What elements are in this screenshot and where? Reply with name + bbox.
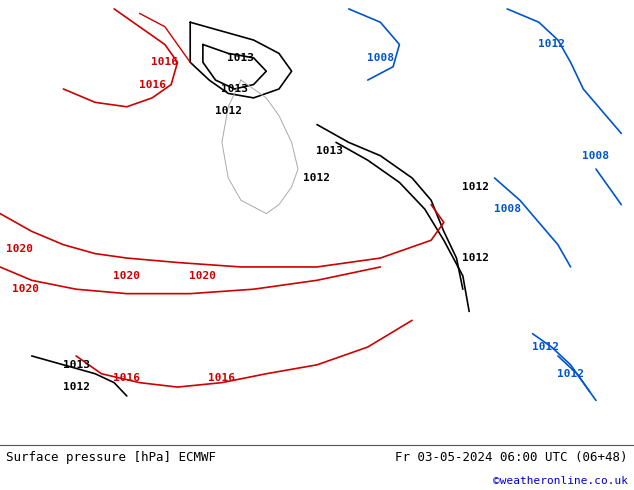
Text: 1016: 1016 bbox=[209, 373, 235, 383]
Text: 1012: 1012 bbox=[538, 40, 565, 49]
Text: 1012: 1012 bbox=[557, 369, 584, 379]
Text: 1012: 1012 bbox=[304, 173, 330, 183]
Text: 1020: 1020 bbox=[190, 271, 216, 281]
Text: ©weatheronline.co.uk: ©weatheronline.co.uk bbox=[493, 476, 628, 486]
Text: 1012: 1012 bbox=[462, 182, 489, 192]
Text: 1008: 1008 bbox=[367, 53, 394, 63]
Text: 1012: 1012 bbox=[462, 253, 489, 263]
Text: 1008: 1008 bbox=[583, 151, 609, 161]
Text: 1020: 1020 bbox=[6, 244, 32, 254]
Text: 1020: 1020 bbox=[12, 284, 39, 294]
Text: 1008: 1008 bbox=[494, 204, 521, 214]
Text: 1012: 1012 bbox=[215, 106, 242, 116]
Text: 1013: 1013 bbox=[63, 360, 89, 370]
Text: Surface pressure [hPa] ECMWF: Surface pressure [hPa] ECMWF bbox=[6, 451, 216, 464]
Text: 1016: 1016 bbox=[113, 373, 140, 383]
Text: 1016: 1016 bbox=[139, 79, 165, 90]
Text: Fr 03-05-2024 06:00 UTC (06+48): Fr 03-05-2024 06:00 UTC (06+48) bbox=[395, 451, 628, 464]
Text: 1012: 1012 bbox=[63, 382, 89, 392]
Text: 1020: 1020 bbox=[113, 271, 140, 281]
Text: 1013: 1013 bbox=[221, 84, 248, 94]
Text: 1016: 1016 bbox=[152, 57, 178, 67]
Text: 1013: 1013 bbox=[228, 53, 254, 63]
Text: 1013: 1013 bbox=[316, 147, 343, 156]
Text: 1012: 1012 bbox=[532, 342, 559, 352]
